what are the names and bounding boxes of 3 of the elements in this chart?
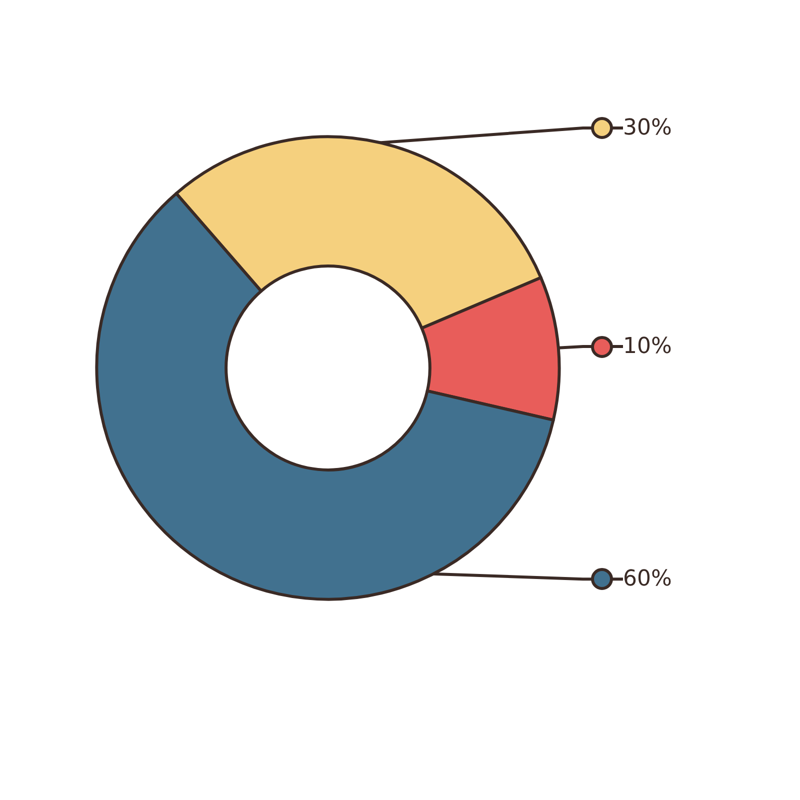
data-label: 10% xyxy=(623,334,672,360)
data-label: 30% xyxy=(623,116,672,141)
data-label: 60% xyxy=(623,566,672,592)
